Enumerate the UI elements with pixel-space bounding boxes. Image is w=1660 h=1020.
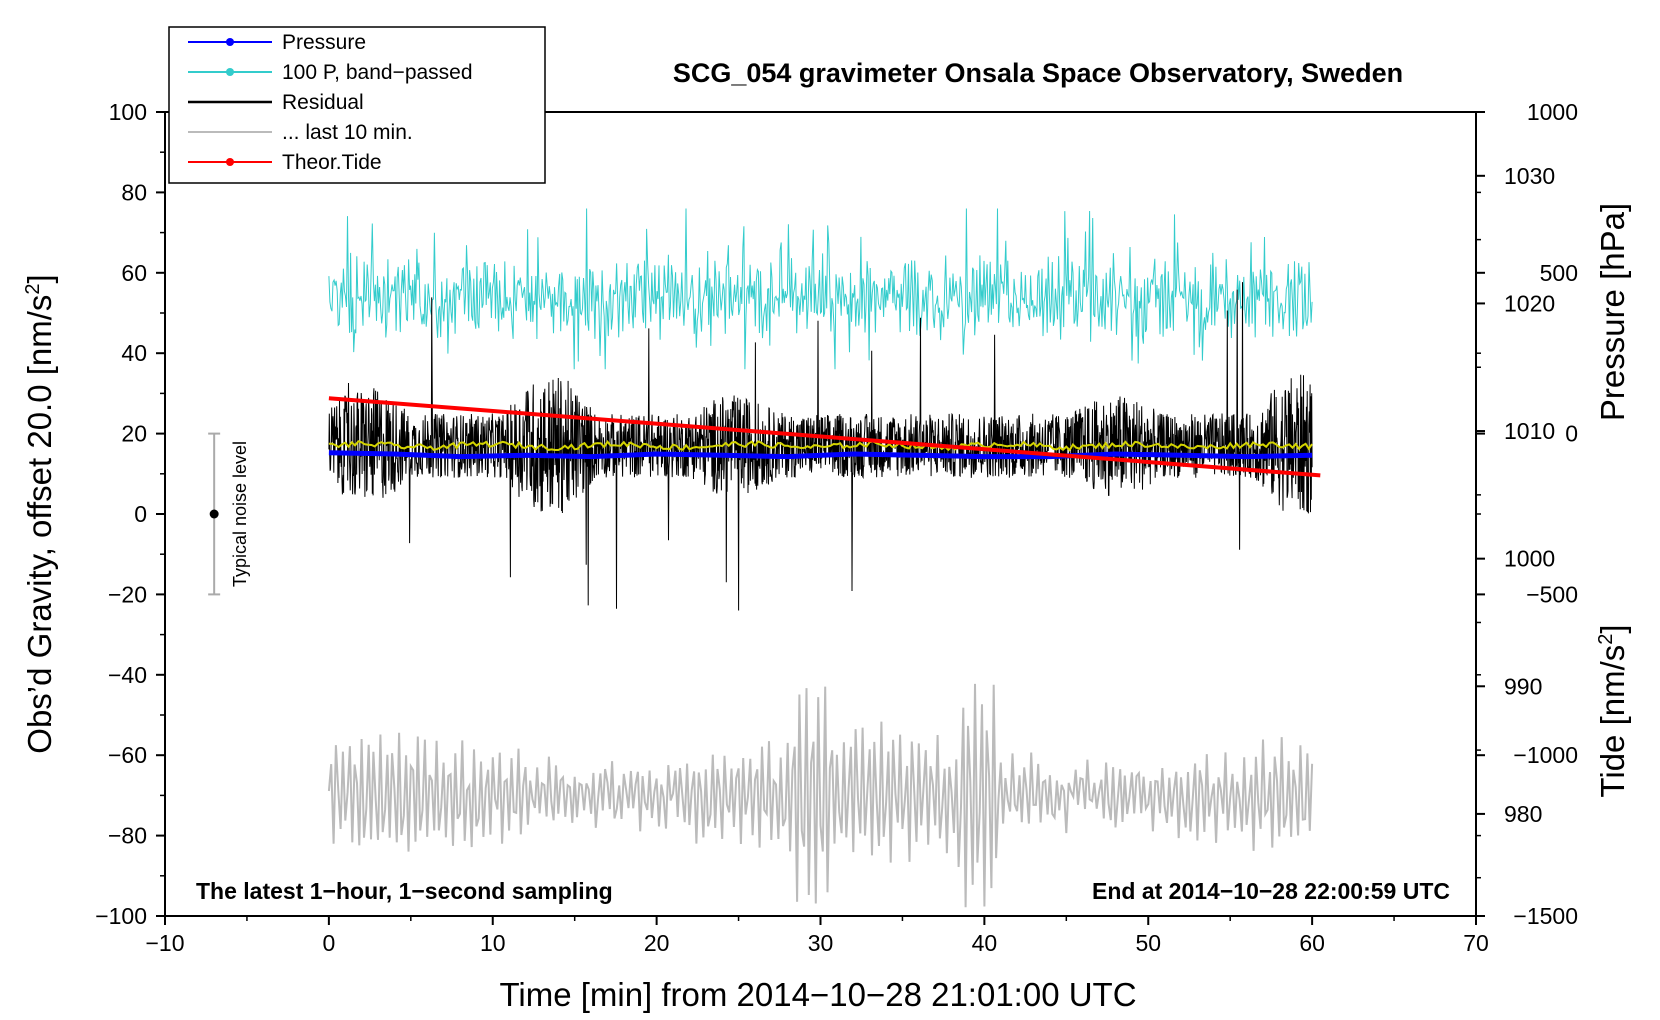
x-tick-label: 10 <box>480 930 506 956</box>
series-pressure-band-passed <box>328 208 1313 370</box>
x-tick-label: −10 <box>145 930 184 956</box>
tide-axis-title-main: Tide [nm/s <box>1594 645 1631 798</box>
y-tick-label: −40 <box>108 662 147 688</box>
legend: Pressure 100 P, band−passed Residual ... la… <box>168 26 546 184</box>
tide-tick-label: 500 <box>1540 260 1578 286</box>
x-tick-label: 40 <box>972 930 998 956</box>
chart-title: SCG_054 gravimeter Onsala Space Observat… <box>673 58 1403 88</box>
tide-tick-label: −1500 <box>1513 903 1578 929</box>
pressure-axis-title: Pressure [hPa] <box>1594 203 1631 421</box>
y-tick-label: 100 <box>109 99 147 125</box>
y-tick-label: 0 <box>134 501 147 527</box>
x-tick-label: 20 <box>644 930 670 956</box>
series-theoretical-tide <box>328 396 1321 478</box>
y-tick-label: −60 <box>108 742 147 768</box>
legend-marker <box>226 38 234 46</box>
legend-label: 100 P, band−passed <box>282 61 473 84</box>
y-tick-label: 20 <box>121 421 147 447</box>
tide-tick-label: 1000 <box>1527 99 1578 125</box>
legend-label: Residual <box>282 91 364 114</box>
y-axis-title-sup: 2 <box>22 283 44 294</box>
x-tick-label: 70 <box>1463 930 1489 956</box>
series-residual-mean <box>328 439 1313 452</box>
noise-level-label: Typical noise level <box>230 441 250 587</box>
pressure-tick-label: 1020 <box>1504 290 1555 316</box>
legend-marker <box>226 158 234 166</box>
tide-tick-label: −1000 <box>1513 742 1578 768</box>
annotation-left: The latest 1−hour, 1−second sampling <box>196 878 613 904</box>
y-tick-label: −100 <box>95 903 147 929</box>
tide-axis-title-sup: 2 <box>1595 634 1617 645</box>
plot-content <box>327 208 1321 908</box>
legend-box <box>168 26 546 184</box>
x-tick-label: 0 <box>322 930 335 956</box>
tide-tick-label: −500 <box>1526 581 1578 607</box>
tide-tick-label: 0 <box>1565 421 1578 447</box>
noise-level-indicator: Typical noise level <box>208 432 250 596</box>
y-axis-title-end: ] <box>21 274 58 283</box>
y-axis-title: Obs’d Gravity, offset 20.0 [nm/s2] <box>21 274 58 753</box>
pressure-tick-label: 1010 <box>1504 418 1555 444</box>
pressure-tick-label: 1030 <box>1504 163 1555 189</box>
y-tick-label: 80 <box>121 179 147 205</box>
legend-label: Pressure <box>282 31 366 54</box>
tide-axis-title: Tide [nm/s2] <box>1594 624 1631 797</box>
tide-axis-title-end: ] <box>1594 624 1631 633</box>
x-tick-label: 60 <box>1299 930 1325 956</box>
y-tick-label: −20 <box>108 581 147 607</box>
series-pressure <box>328 450 1313 460</box>
axes-ticks: −10 0 10 20 30 40 50 60 70100806040200−20−40−60−… <box>95 99 1578 956</box>
pressure-tick-label: 1000 <box>1504 546 1555 572</box>
noise-level-dot <box>209 509 219 519</box>
x-tick-label: 50 <box>1135 930 1161 956</box>
pressure-tick-label: 980 <box>1504 801 1542 827</box>
legend-label: ... last 10 min. <box>282 121 413 144</box>
annotation-right: End at 2014−10−28 22:00:59 UTC <box>1092 878 1450 904</box>
y-tick-label: 40 <box>121 340 147 366</box>
pressure-tick-label: 990 <box>1504 673 1542 699</box>
y-axis-title-main: Obs’d Gravity, offset 20.0 [nm/s <box>21 295 58 754</box>
y-tick-label: −80 <box>108 823 147 849</box>
x-tick-label: 30 <box>808 930 834 956</box>
legend-label: Theor.Tide <box>282 151 382 174</box>
series-last-10-min <box>327 683 1314 908</box>
legend-marker <box>226 68 234 76</box>
y-tick-label: 60 <box>121 260 147 286</box>
series-residual <box>328 282 1313 611</box>
x-axis-title: Time [min] from 2014−10−28 21:01:00 UTC <box>499 976 1136 1013</box>
